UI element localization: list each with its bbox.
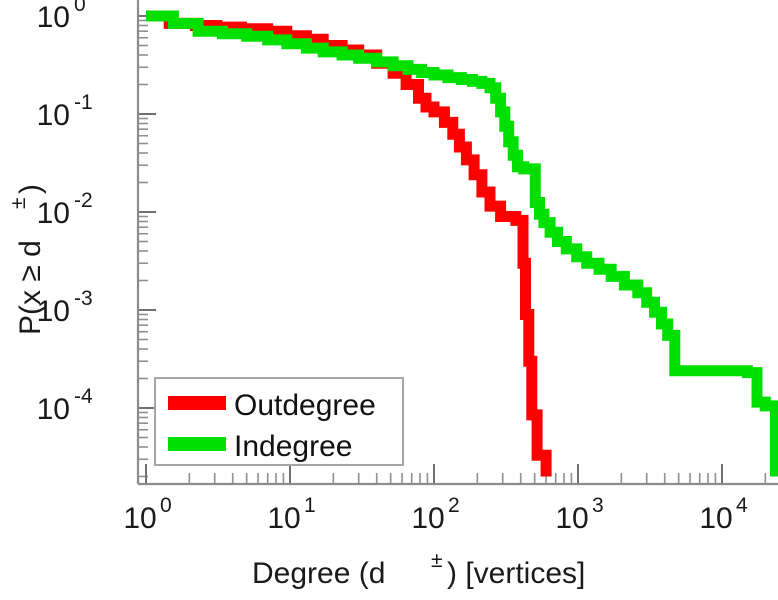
y-axis-title-exponent: ± xyxy=(7,197,30,209)
y-tick-label: 10 -4 xyxy=(37,385,93,426)
legend-entry-outdegree[interactable]: Outdegree xyxy=(168,389,376,422)
y-axis-title-tail: ) xyxy=(14,184,47,194)
x-axis-tick-labels: 10 0 10 1 10 2 10 3 10 4 xyxy=(123,494,748,535)
legend-entry-indegree[interactable]: Indegree xyxy=(168,430,352,463)
y-tick-exponent: 0 xyxy=(74,0,86,16)
legend-label-outdegree: Outdegree xyxy=(234,389,376,422)
x-tick-label: 10 3 xyxy=(555,494,603,535)
y-axis-title-base: P(x ≥ d xyxy=(14,240,47,335)
x-tick-mantissa: 10 xyxy=(267,502,300,535)
x-axis-ticks xyxy=(145,464,767,484)
x-tick-exponent: 4 xyxy=(736,494,748,517)
x-tick-exponent: 2 xyxy=(448,494,460,517)
x-tick-mantissa: 10 xyxy=(411,502,444,535)
y-tick-label: 10 -1 xyxy=(37,91,93,132)
x-tick-label: 10 1 xyxy=(267,494,315,535)
x-tick-exponent: 1 xyxy=(304,494,316,517)
y-axis-ticks xyxy=(138,15,156,478)
x-axis-title-tail: ) [vertices] xyxy=(447,557,585,590)
chart-legend[interactable]: Outdegree Indegree xyxy=(154,377,404,466)
y-tick-mantissa: 10 xyxy=(37,295,70,328)
y-tick-mantissa: 10 xyxy=(37,1,70,34)
legend-label-indegree: Indegree xyxy=(234,430,352,463)
y-tick-mantissa: 10 xyxy=(37,197,70,230)
y-tick-exponent: -2 xyxy=(74,189,93,212)
legend-swatch-outdegree xyxy=(168,396,226,410)
y-tick-label: 10 -3 xyxy=(37,287,93,328)
legend-swatch-indegree xyxy=(168,437,226,451)
x-tick-mantissa: 10 xyxy=(555,502,588,535)
y-tick-mantissa: 10 xyxy=(37,393,70,426)
x-tick-mantissa: 10 xyxy=(699,502,732,535)
x-tick-label: 10 0 xyxy=(123,494,171,535)
series-line-indegree xyxy=(146,10,778,477)
y-tick-exponent: -3 xyxy=(74,287,93,310)
x-axis-title-exponent: ± xyxy=(431,549,443,572)
y-tick-mantissa: 10 xyxy=(37,99,70,132)
x-tick-label: 10 2 xyxy=(411,494,459,535)
x-tick-exponent: 3 xyxy=(592,494,604,517)
y-tick-exponent: -1 xyxy=(74,91,93,114)
y-tick-label: 10 -2 xyxy=(37,189,93,230)
x-axis-title-base: Degree (d xyxy=(252,557,385,590)
x-tick-exponent: 0 xyxy=(160,494,172,517)
x-axis-title: Degree (d ± ) [vertices] xyxy=(252,549,585,590)
series-line-outdegree xyxy=(146,10,552,477)
y-tick-label: 10 0 xyxy=(37,0,86,34)
x-tick-label: 10 4 xyxy=(699,494,748,535)
y-tick-exponent: -4 xyxy=(74,385,93,408)
x-tick-mantissa: 10 xyxy=(123,502,156,535)
data-series-layer xyxy=(146,10,778,477)
y-axis-title: P(x ≥ d ± ) xyxy=(7,184,47,335)
